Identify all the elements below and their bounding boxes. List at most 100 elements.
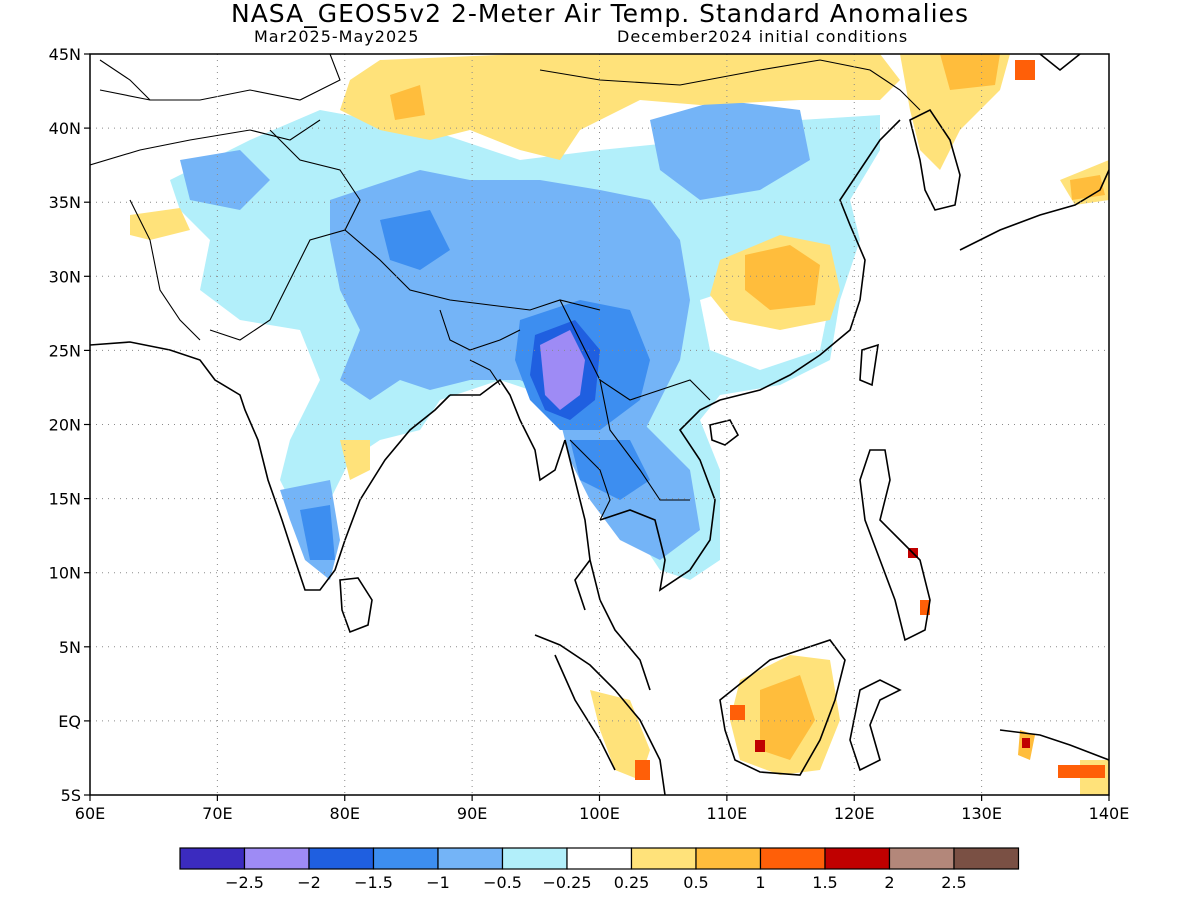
anomaly-region <box>650 100 810 200</box>
anomaly-region <box>230 330 300 400</box>
colorbar-label: −1 <box>426 873 450 892</box>
anomaly-region <box>730 705 745 720</box>
colorbar-swatch <box>888 847 955 870</box>
y-tick-label: 25N <box>49 341 81 360</box>
border <box>539 59 921 111</box>
anomaly-region <box>1070 175 1105 200</box>
anomaly-region <box>760 675 815 760</box>
colorbar-label: −0.5 <box>483 873 522 892</box>
anomaly-region <box>745 245 820 310</box>
coastline-sumatra-west <box>554 654 616 771</box>
anomaly-region <box>390 85 425 120</box>
colorbar-swatch <box>953 847 1020 870</box>
country-borders <box>90 54 921 521</box>
colorbar-swatch <box>501 847 568 870</box>
coastline-china <box>719 119 901 401</box>
y-tick-label: 35N <box>49 193 81 212</box>
y-tick-label: 5N <box>59 638 81 657</box>
chart-title: NASA_GEOS5v2 2-Meter Air Temp. Standard … <box>231 0 969 28</box>
anomaly-region <box>340 54 900 160</box>
colorbar-swatch <box>243 847 310 870</box>
colorbar-swatch <box>566 847 633 870</box>
colorbar-label: 2.5 <box>941 873 966 892</box>
anomaly-region <box>180 150 270 210</box>
border <box>469 359 501 386</box>
coastline-japan <box>959 169 1109 251</box>
colorbar-swatch <box>308 847 375 870</box>
anomaly-region <box>755 740 765 752</box>
y-tick-label: 20N <box>49 416 81 435</box>
border <box>599 379 690 501</box>
coastline-korea <box>909 108 961 211</box>
anomaly-region <box>130 208 190 240</box>
anomaly-region <box>940 54 1000 90</box>
x-tick-label: 90E <box>457 804 487 823</box>
coastline-india <box>90 341 451 591</box>
border <box>99 59 151 101</box>
colorbar-swatch <box>630 847 697 870</box>
y-tick-label: EQ <box>58 712 81 731</box>
x-tick-label: 120E <box>834 804 875 823</box>
colorbar-label: −0.25 <box>542 873 591 892</box>
y-tick-label: 10N <box>49 564 81 583</box>
coastlines <box>90 54 1109 795</box>
colorbar-swatch <box>759 847 826 870</box>
coastline-sumatra <box>534 634 666 795</box>
anomaly-region <box>340 440 370 480</box>
colorbar-swatch <box>179 847 246 870</box>
colorbar-label: 1.5 <box>812 873 837 892</box>
coastline-taiwan <box>859 343 879 387</box>
y-tick-label: 30N <box>49 267 81 286</box>
colorbar-label: −2.5 <box>225 873 264 892</box>
coastline-bay-of-bengal <box>450 378 566 482</box>
anomaly-region <box>1058 765 1105 778</box>
anomaly-region <box>1022 738 1030 748</box>
coastline-sulawesi <box>849 679 902 772</box>
colorbar-swatch <box>437 847 504 870</box>
coastline-new-guinea <box>999 729 1109 761</box>
border <box>99 54 341 101</box>
colorbar-swatch <box>372 847 439 870</box>
coastline-sri-lanka <box>339 577 373 634</box>
colorbar-swatch <box>695 847 762 870</box>
anomaly-region <box>570 440 650 500</box>
border <box>439 309 521 351</box>
x-tick-label: 70E <box>202 804 232 823</box>
border <box>90 119 321 166</box>
coastline-indochina <box>564 439 651 691</box>
anomaly-region <box>300 505 335 560</box>
colorbar-label: −2 <box>297 873 321 892</box>
anomaly-region <box>1015 60 1035 80</box>
coastline-russia-coast <box>1039 54 1081 72</box>
axis-ticks: 60E 70E 80E 90E 100E 110E 120E 130E 140E 45N 40N 35… <box>49 45 1130 823</box>
x-tick-label: 80E <box>330 804 360 823</box>
y-tick-label: 5S <box>61 786 81 805</box>
coastline-hainan <box>709 419 740 446</box>
border <box>209 129 361 341</box>
colorbar-label: 1 <box>755 873 765 892</box>
coastline-philippines <box>859 449 931 642</box>
border <box>559 299 711 401</box>
border <box>569 439 611 521</box>
anomaly-region <box>380 210 450 270</box>
initial-conditions: December2024 initial conditions <box>617 27 909 46</box>
coastline-vietnam-coast <box>574 559 591 611</box>
colorbar-swatch <box>824 847 891 870</box>
y-tick-label: 45N <box>49 45 81 64</box>
colorbar-label: −1.5 <box>354 873 393 892</box>
colorbar-label: 0.25 <box>614 873 650 892</box>
y-tick-label: 40N <box>49 119 81 138</box>
colorbar-label: 0.5 <box>683 873 708 892</box>
x-tick-label: 130E <box>961 804 1002 823</box>
border <box>129 199 201 341</box>
anomaly-region <box>590 690 650 780</box>
border <box>344 229 601 311</box>
x-tick-label: 100E <box>579 804 620 823</box>
coastline-borneo <box>719 639 846 776</box>
forecast-period: Mar2025-May2025 <box>254 27 420 46</box>
x-tick-label: 110E <box>707 804 748 823</box>
y-tick-label: 15N <box>49 490 81 509</box>
colorbar-label: 2 <box>884 873 894 892</box>
anomaly-region <box>540 330 585 410</box>
